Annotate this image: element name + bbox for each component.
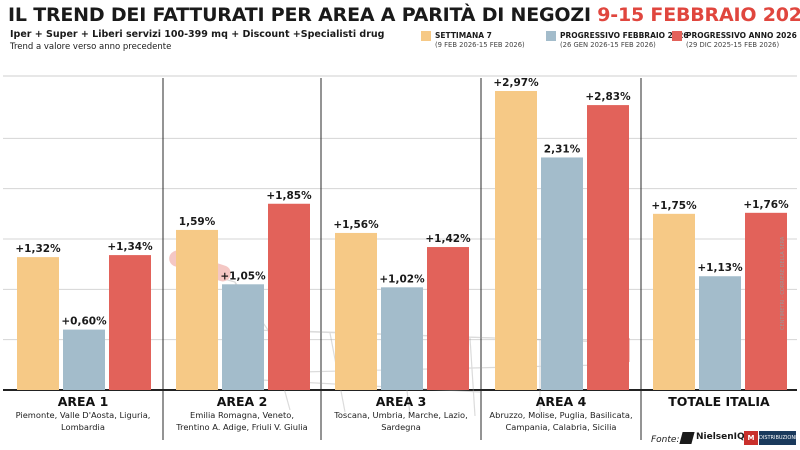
bar bbox=[17, 257, 59, 390]
category-regions-label: Trentino A. Adige, Friuli V. Giulia bbox=[175, 422, 307, 432]
bar-value-label: +2,83% bbox=[585, 91, 631, 103]
bar-value-label: +1,02% bbox=[379, 273, 425, 285]
legend-swatch bbox=[546, 31, 556, 41]
bar bbox=[222, 284, 264, 390]
bar-value-label: +1,42% bbox=[425, 233, 471, 245]
bar-value-label: 1,59% bbox=[179, 216, 216, 228]
category-label: AREA 1 bbox=[58, 394, 109, 409]
bar bbox=[587, 105, 629, 391]
category-label: AREA 2 bbox=[217, 394, 268, 409]
bar bbox=[495, 91, 537, 390]
bar-value-label: +1,85% bbox=[266, 190, 312, 202]
source-label: Fonte: bbox=[651, 435, 680, 445]
bar bbox=[63, 329, 105, 390]
legend-range: (9 FEB 2026-15 FEB 2026) bbox=[435, 41, 525, 49]
nielseniq-logo: NielsenIQ bbox=[679, 431, 745, 445]
bar bbox=[541, 157, 583, 390]
category-label: AREA 3 bbox=[376, 394, 427, 409]
bar bbox=[109, 255, 151, 390]
bar-value-label: +1,05% bbox=[220, 270, 266, 282]
bar-value-label: +1,75% bbox=[651, 200, 697, 212]
category-regions-label: Sardegna bbox=[381, 422, 421, 432]
bar bbox=[427, 247, 469, 390]
bar bbox=[335, 232, 377, 390]
title-main: IL TREND DEI FATTURATI PER AREA A PARITÀ… bbox=[8, 4, 591, 26]
bar-value-label: +1,76% bbox=[743, 199, 789, 211]
bar bbox=[745, 212, 787, 390]
legend-label: PROGRESSIVO FEBBRAIO 2026 bbox=[560, 31, 689, 40]
category-regions-label: Abruzzo, Molise, Puglia, Basilicata, bbox=[489, 410, 632, 420]
bar-value-label: +0,60% bbox=[61, 316, 107, 328]
category-label: TOTALE ITALIA bbox=[668, 394, 770, 409]
distribuzione-logo: M DISTRIBUZIONE bbox=[744, 431, 796, 445]
bar bbox=[699, 276, 741, 390]
category-regions-label: Campania, Calabria, Sicilia bbox=[506, 422, 617, 432]
chart-subtitle: Iper + Super + Liberi servizi 100-399 mq… bbox=[10, 29, 385, 40]
bar bbox=[381, 287, 423, 390]
bar bbox=[268, 203, 310, 390]
bar-value-label: +1,32% bbox=[15, 243, 61, 255]
bar-value-label: +2,97% bbox=[493, 77, 539, 89]
nielseniq-logo-mark bbox=[679, 432, 695, 444]
legend-label: PROGRESSIVO ANNO 2026 bbox=[686, 31, 797, 40]
bar bbox=[176, 229, 218, 390]
bar-value-label: +1,13% bbox=[697, 262, 743, 274]
category-regions-label: Piemonte, Valle D'Aosta, Liguria, bbox=[16, 410, 151, 420]
legend-range: (29 DIC 2025-15 FEB 2026) bbox=[686, 41, 780, 49]
legend-range: (26 GEN 2026-15 FEB 2026) bbox=[560, 41, 656, 49]
category-label: AREA 4 bbox=[536, 394, 587, 409]
category-regions-label: Toscana, Umbria, Marche, Lazio, bbox=[333, 410, 468, 420]
bar-value-label: +1,56% bbox=[333, 219, 379, 231]
cart-line bbox=[469, 337, 476, 417]
legend-swatch bbox=[421, 31, 431, 41]
distribuzione-logo-text: DISTRIBUZIONE bbox=[759, 431, 796, 445]
distribuzione-logo-mark: M bbox=[744, 431, 758, 445]
bar bbox=[653, 213, 695, 390]
legend-swatch bbox=[672, 31, 682, 41]
nielseniq-logo-text: NielsenIQ bbox=[696, 432, 745, 442]
graphic-credit: CENTIMETRI - CORRIERE DELLA SERA bbox=[780, 236, 786, 330]
title-period: 9-15 FEBBRAIO 2026 bbox=[597, 4, 800, 26]
bar-value-label: 2,31% bbox=[544, 143, 581, 155]
chart-note: Trend a valore verso anno precedente bbox=[10, 42, 172, 52]
category-regions-label: Lombardia bbox=[61, 422, 105, 432]
bar-value-label: +1,34% bbox=[107, 241, 153, 253]
category-regions-label: Emilia Romagna, Veneto, bbox=[190, 410, 294, 420]
legend-label: SETTIMANA 7 bbox=[435, 31, 492, 40]
chart-title: IL TREND DEI FATTURATI PER AREA A PARITÀ… bbox=[8, 4, 800, 26]
